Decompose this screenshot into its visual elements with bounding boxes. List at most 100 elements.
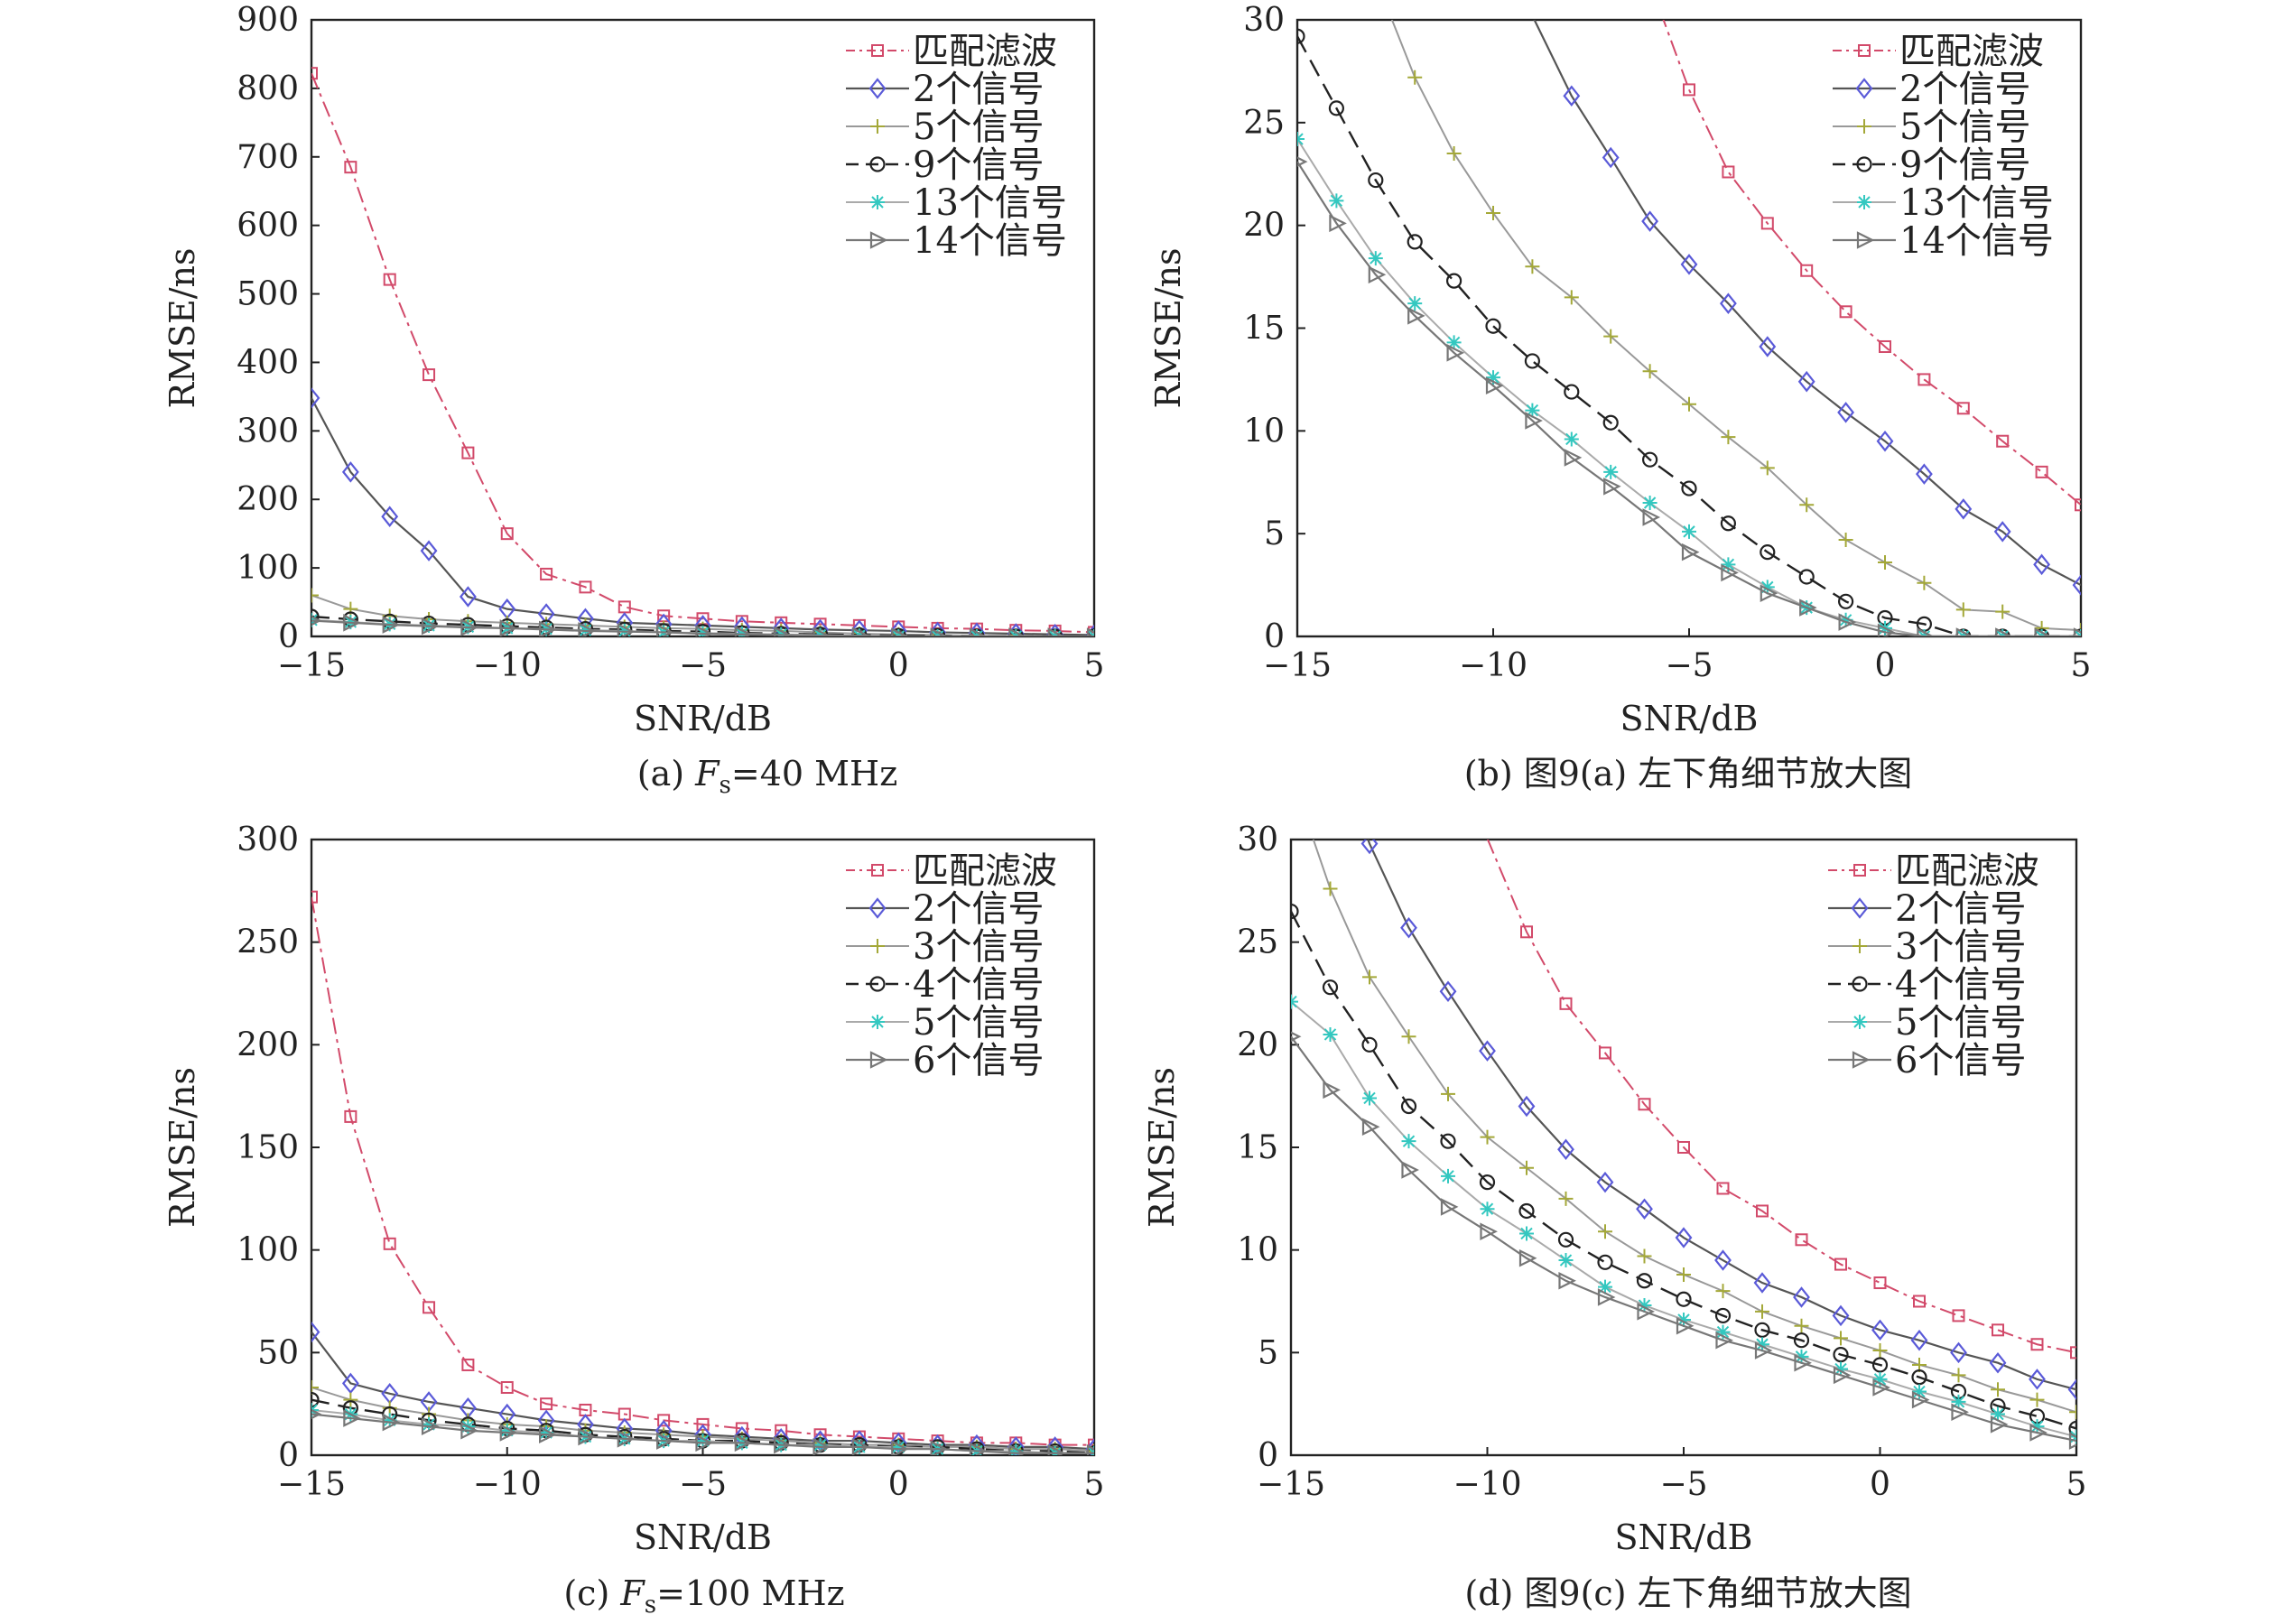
x-tick-label: 0 [1870, 1466, 1890, 1503]
y-tick-label: 10 [1237, 1232, 1278, 1269]
data-point [1563, 85, 1581, 107]
data-point [1989, 1351, 2007, 1374]
data-point [891, 627, 909, 636]
data-point [1361, 1036, 1378, 1053]
legend-entry: 13个信号 [1899, 182, 2054, 224]
data-point [311, 1379, 319, 1395]
data-point [1599, 1046, 1611, 1060]
data-point [1602, 414, 1619, 431]
x-tick-label: −10 [1459, 647, 1528, 684]
data-point [311, 1392, 320, 1408]
data-point [344, 1109, 358, 1123]
data-point [311, 608, 320, 625]
data-point [1007, 1436, 1025, 1455]
chart-panel-d: −15 −10 −5 0 5 0 5 10 15 20 25 30 SNR/dB RMSE/ns 匹配滤波2… [1142, 821, 2086, 1613]
x-tick-label: −5 [1665, 647, 1713, 684]
data-point [540, 567, 553, 580]
data-point [1322, 979, 1339, 996]
data-point [1913, 1295, 1926, 1308]
legend-marker [870, 195, 885, 209]
legend-entry: 匹配滤波 [1895, 850, 2039, 892]
data-point [1871, 1357, 1889, 1373]
data-point [499, 1423, 515, 1438]
x-tick-label: −15 [1263, 647, 1332, 684]
data-point [1525, 412, 1543, 430]
panel-caption: (c) Fs=100 MHz [563, 1573, 844, 1619]
data-point [1518, 1095, 1536, 1118]
legend-marker [869, 156, 886, 172]
legend-entry: 2个信号 [1899, 69, 2030, 110]
legend-marker [1851, 897, 1869, 919]
y-tick-label: 200 [237, 1026, 299, 1063]
legend-entry: 5个信号 [1895, 1002, 2026, 1044]
data-point [311, 1321, 320, 1343]
y-tick-label: 20 [1243, 208, 1285, 245]
data-point [1564, 290, 1579, 305]
data-point [2029, 1424, 2048, 1442]
data-point [422, 1301, 436, 1314]
data-point [891, 1439, 906, 1454]
data-point [1753, 1272, 1771, 1294]
data-point [540, 1397, 553, 1411]
data-point [311, 387, 320, 409]
data-point [1518, 1202, 1535, 1220]
x-tick-label: 5 [1084, 1466, 1105, 1503]
legend-marker [870, 1015, 885, 1029]
panel-caption: (b) 图9(a) 左下角细节放大图 [1464, 754, 1913, 793]
data-point [1360, 840, 1379, 855]
plot-area [1297, 20, 2081, 636]
data-point [2033, 553, 2051, 576]
data-point [1558, 1271, 1576, 1290]
legend-marker [1856, 156, 1872, 172]
y-tick-label: 400 [237, 344, 299, 381]
data-point [1525, 403, 1540, 418]
data-point [1361, 1118, 1380, 1137]
x-axis-label: SNR/dB [634, 699, 772, 738]
data-point [851, 1438, 870, 1455]
data-point [1329, 193, 1344, 209]
data-point [1519, 1160, 1534, 1175]
data-point [1991, 1406, 2005, 1422]
y-tick-label: 300 [237, 821, 299, 858]
data-point [421, 1417, 440, 1435]
data-point [311, 890, 318, 904]
x-tick-label: 0 [888, 1466, 909, 1503]
data-point [1682, 396, 1696, 412]
legend-marker [869, 1051, 888, 1069]
legend-entry: 2个信号 [1895, 888, 2026, 930]
data-point [1598, 1279, 1612, 1295]
data-point [2030, 1338, 2044, 1351]
legend-marker [1856, 231, 1875, 249]
legend-entry: 9个信号 [913, 144, 1044, 186]
data-point [1877, 623, 1896, 636]
x-tick-label: −5 [679, 647, 727, 684]
y-axis-label: RMSE/ns [1142, 1067, 1182, 1228]
data-point [1756, 1204, 1769, 1218]
data-point [1951, 1394, 1966, 1409]
data-point [1793, 1332, 1810, 1349]
data-point [1837, 402, 1855, 423]
data-point [460, 1421, 478, 1440]
legend-marker [871, 864, 884, 877]
data-point [1407, 296, 1423, 311]
data-point [343, 1409, 361, 1427]
data-point [1486, 206, 1500, 221]
series-line [311, 397, 1094, 636]
data-point [1602, 146, 1620, 169]
data-point [499, 1424, 518, 1442]
plot-area [311, 67, 1094, 636]
data-point [1445, 273, 1462, 289]
data-point [1603, 464, 1619, 479]
data-point [2029, 1419, 2045, 1434]
data-point [1676, 1317, 1695, 1335]
data-point [420, 540, 438, 561]
data-point [2029, 1369, 2046, 1390]
data-point [1996, 434, 2010, 448]
data-point [1917, 575, 1932, 590]
chart-panel-b: −15 −10 −5 0 5 0 5 10 15 20 25 30 SNR/dB RMSE/ns 匹配滤波2… [1148, 2, 2091, 793]
x-axis-label: SNR/dB [1620, 699, 1759, 738]
legend-entry: 2个信号 [913, 69, 1044, 110]
y-axis-label: RMSE/ns [162, 1067, 202, 1228]
y-tick-label: 150 [237, 1129, 299, 1166]
